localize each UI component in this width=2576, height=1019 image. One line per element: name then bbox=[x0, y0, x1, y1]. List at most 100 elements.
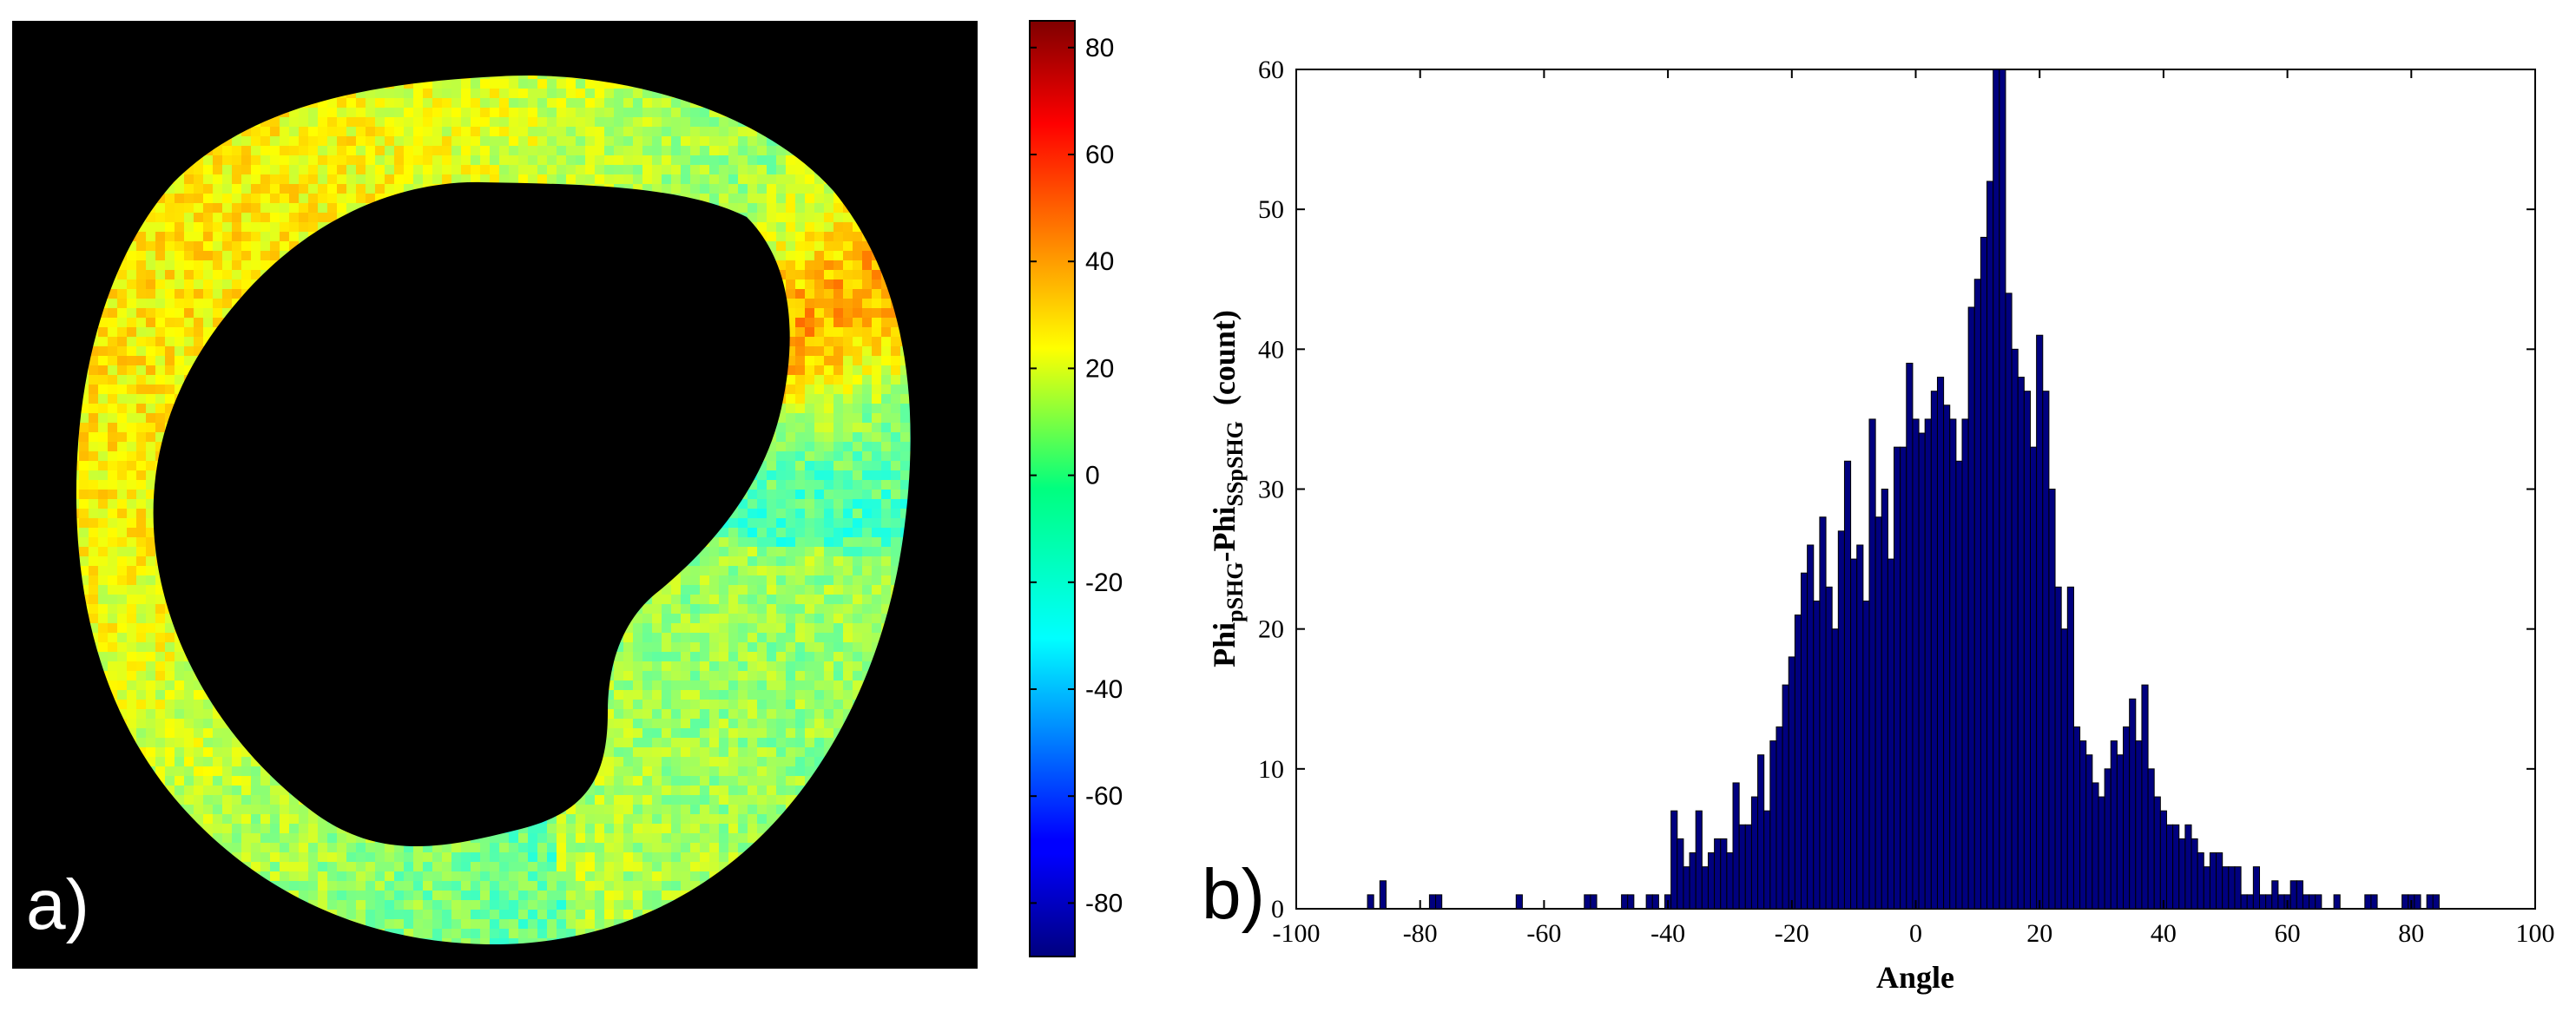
heatmap-cell bbox=[98, 518, 108, 528]
heatmap-cell bbox=[843, 289, 853, 299]
heatmap-cell bbox=[184, 222, 194, 232]
heatmap-cell bbox=[394, 174, 404, 184]
heatmap-cell bbox=[175, 260, 184, 270]
heatmap-cell bbox=[690, 165, 700, 174]
heatmap-cell bbox=[136, 337, 146, 346]
heatmap-cell bbox=[614, 108, 623, 117]
heatmap-cell bbox=[499, 89, 509, 98]
heatmap-cell bbox=[604, 89, 614, 98]
heatmap-cell bbox=[853, 308, 862, 318]
heatmap-cell bbox=[795, 575, 805, 585]
heatmap-cell bbox=[853, 499, 862, 509]
heatmap-cell bbox=[366, 136, 375, 146]
heatmap-cell bbox=[442, 108, 451, 117]
heatmap-cell bbox=[757, 222, 767, 232]
heatmap-cell bbox=[786, 490, 795, 499]
heatmap-cell bbox=[232, 260, 241, 270]
heatmap-cell bbox=[738, 203, 748, 213]
heatmap-cell bbox=[757, 585, 767, 595]
heatmap-cell bbox=[366, 89, 375, 98]
heatmap-cell bbox=[136, 356, 146, 365]
heatmap-cell bbox=[881, 432, 891, 442]
heatmap-cell bbox=[346, 117, 356, 127]
heatmap-cell bbox=[862, 490, 872, 499]
heatmap-cell bbox=[604, 165, 614, 174]
heatmap-cell bbox=[165, 279, 175, 289]
heatmap-cell bbox=[385, 108, 394, 117]
heatmap-cell bbox=[862, 423, 872, 432]
heatmap-cell bbox=[547, 155, 557, 165]
heatmap-cell bbox=[719, 547, 728, 556]
heatmap-cell bbox=[165, 232, 175, 241]
heatmap-cell bbox=[289, 232, 299, 241]
heatmap-cell bbox=[776, 203, 786, 213]
heatmap-cell bbox=[117, 308, 127, 318]
heatmap-cell bbox=[490, 76, 499, 79]
heatmap-cell bbox=[786, 337, 795, 346]
heatmap-cell bbox=[824, 432, 833, 442]
heatmap-cell bbox=[595, 117, 604, 127]
heatmap-cell bbox=[213, 279, 222, 289]
heatmap-cell bbox=[117, 413, 127, 423]
heatmap-cell bbox=[241, 251, 251, 260]
heatmap-cell bbox=[814, 203, 824, 213]
heatmap-cell bbox=[308, 108, 318, 117]
heatmap-cell bbox=[375, 146, 385, 155]
heatmap-cell bbox=[528, 136, 537, 146]
heatmap-cell bbox=[127, 432, 136, 442]
heatmap-cell bbox=[767, 575, 776, 585]
heatmap-cell bbox=[308, 136, 318, 146]
heatmap-cell bbox=[79, 528, 89, 537]
heatmap-cell bbox=[260, 222, 270, 232]
heatmap-cell bbox=[270, 184, 280, 194]
heatmap-cell bbox=[299, 222, 308, 232]
heatmap-cell bbox=[175, 308, 184, 318]
heatmap-cell bbox=[585, 136, 595, 146]
heatmap-cell bbox=[872, 327, 881, 337]
heatmap-cell bbox=[881, 404, 891, 413]
heatmap-cell bbox=[566, 79, 576, 89]
heatmap-cell bbox=[127, 499, 136, 509]
heatmap-cell bbox=[881, 461, 891, 470]
heatmap-cell bbox=[165, 241, 175, 251]
heatmap-cell bbox=[853, 585, 862, 595]
heatmap-cell bbox=[289, 165, 299, 174]
heatmap-cell bbox=[89, 537, 98, 547]
heatmap-cell bbox=[442, 98, 451, 108]
heatmap-cell bbox=[308, 155, 318, 165]
heatmap-cell bbox=[308, 213, 318, 222]
heatmap-cell bbox=[127, 423, 136, 432]
heatmap-cell bbox=[814, 575, 824, 585]
heatmap-cell bbox=[136, 556, 146, 566]
heatmap-cell bbox=[308, 127, 318, 136]
heatmap-cell bbox=[604, 127, 614, 136]
heatmap-cell bbox=[786, 222, 795, 232]
heatmap-cell bbox=[471, 174, 480, 184]
heatmap-cell bbox=[814, 232, 824, 241]
heatmap-cell bbox=[862, 394, 872, 404]
heatmap-cell bbox=[795, 413, 805, 423]
heatmap-cell bbox=[346, 155, 356, 165]
heatmap-cell bbox=[767, 499, 776, 509]
heatmap-cell bbox=[127, 260, 136, 270]
heatmap-cell bbox=[213, 308, 222, 318]
heatmap-cell bbox=[213, 203, 222, 213]
heatmap-cell bbox=[423, 98, 432, 108]
heatmap-cell bbox=[327, 117, 337, 127]
heatmap-cell bbox=[833, 509, 843, 518]
heatmap-cell bbox=[108, 451, 117, 461]
heatmap-cell bbox=[194, 299, 203, 308]
heatmap-cell bbox=[146, 566, 155, 575]
heatmap-cell bbox=[117, 575, 127, 585]
heatmap-cell bbox=[805, 251, 814, 260]
heatmap-cell bbox=[795, 203, 805, 213]
heatmap-cell bbox=[728, 146, 738, 155]
heatmap-cell bbox=[824, 375, 833, 385]
heatmap-cell bbox=[833, 413, 843, 423]
heatmap-cell bbox=[127, 394, 136, 404]
heatmap-cell bbox=[719, 566, 728, 575]
heatmap-cell bbox=[203, 194, 213, 203]
heatmap-cell bbox=[480, 89, 490, 98]
heatmap-cell bbox=[776, 241, 786, 251]
